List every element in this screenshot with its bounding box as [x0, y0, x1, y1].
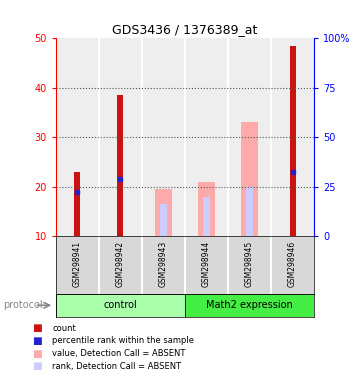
Text: ■: ■: [32, 361, 42, 371]
Bar: [56, 294, 185, 317]
Text: GSM298943: GSM298943: [159, 241, 168, 287]
Bar: [74, 172, 81, 236]
Text: protocol: protocol: [4, 300, 43, 310]
Bar: [198, 182, 215, 236]
Text: value, Detection Call = ABSENT: value, Detection Call = ABSENT: [52, 349, 186, 358]
Text: GSM298945: GSM298945: [245, 241, 254, 287]
Text: GSM298944: GSM298944: [202, 241, 211, 287]
Bar: [155, 189, 172, 236]
Bar: [271, 38, 314, 236]
Text: ■: ■: [32, 349, 42, 359]
Bar: [246, 187, 253, 236]
Bar: [242, 122, 258, 236]
Title: GDS3436 / 1376389_at: GDS3436 / 1376389_at: [112, 23, 258, 36]
Bar: [185, 294, 314, 317]
Text: control: control: [104, 300, 137, 310]
Bar: [117, 95, 123, 236]
Bar: [185, 38, 228, 236]
Bar: [228, 38, 271, 236]
Text: percentile rank within the sample: percentile rank within the sample: [52, 336, 194, 346]
Bar: [56, 38, 99, 236]
Text: GSM298942: GSM298942: [116, 241, 125, 287]
Text: rank, Detection Call = ABSENT: rank, Detection Call = ABSENT: [52, 362, 182, 371]
Bar: [142, 38, 185, 236]
Text: Math2 expression: Math2 expression: [206, 300, 293, 310]
Text: GSM298941: GSM298941: [73, 241, 82, 287]
Bar: [290, 46, 296, 236]
Bar: [99, 38, 142, 236]
Text: count: count: [52, 324, 76, 333]
Bar: [160, 204, 168, 236]
Text: ■: ■: [32, 336, 42, 346]
Bar: [203, 197, 210, 236]
Text: ■: ■: [32, 323, 42, 333]
Text: GSM298946: GSM298946: [288, 241, 297, 287]
